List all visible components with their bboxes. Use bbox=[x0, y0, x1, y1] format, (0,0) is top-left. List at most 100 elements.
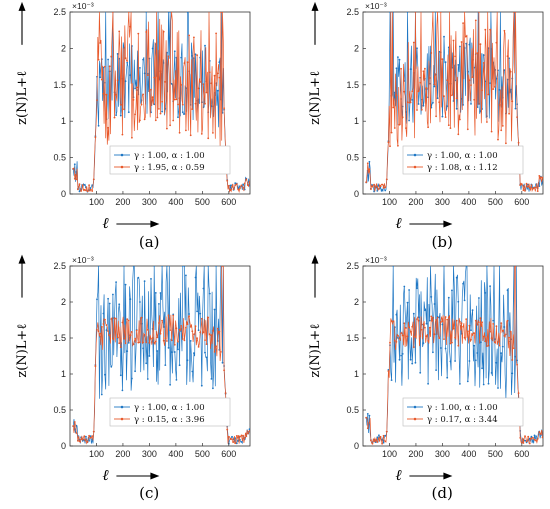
data-point bbox=[212, 330, 214, 332]
data-point bbox=[520, 183, 523, 186]
data-point bbox=[140, 316, 143, 319]
data-point bbox=[129, 298, 132, 300]
data-point bbox=[517, 141, 520, 144]
data-point bbox=[142, 58, 145, 61]
data-point bbox=[449, 127, 452, 129]
data-point bbox=[438, 101, 441, 104]
data-point bbox=[471, 309, 474, 311]
data-point bbox=[237, 188, 240, 191]
data-point bbox=[221, 361, 224, 364]
data-point bbox=[435, 319, 437, 321]
data-point bbox=[400, 67, 402, 70]
data-point bbox=[143, 118, 146, 121]
data-point bbox=[522, 442, 525, 444]
data-point bbox=[486, 266, 488, 267]
data-point bbox=[83, 435, 86, 438]
data-point bbox=[156, 336, 159, 339]
series-line-2 bbox=[366, 266, 543, 445]
data-point bbox=[409, 330, 412, 333]
data-point bbox=[200, 133, 203, 135]
data-point bbox=[210, 82, 213, 85]
data-point bbox=[527, 185, 530, 188]
data-point bbox=[405, 127, 407, 129]
data-point bbox=[519, 437, 522, 439]
data-point bbox=[175, 379, 178, 381]
data-point bbox=[134, 87, 137, 90]
data-point bbox=[126, 60, 129, 62]
data-point bbox=[231, 435, 233, 438]
data-point bbox=[210, 378, 213, 380]
data-point bbox=[137, 341, 140, 344]
data-point bbox=[115, 281, 117, 283]
data-point bbox=[449, 360, 452, 363]
data-point bbox=[371, 185, 374, 188]
data-point bbox=[158, 322, 160, 324]
data-point bbox=[218, 61, 221, 64]
x-tick-label: 300 bbox=[142, 197, 157, 207]
data-point bbox=[200, 317, 203, 320]
data-point bbox=[131, 331, 133, 333]
data-point bbox=[427, 340, 429, 342]
legend-entry-2: γ : 0.17, α : 3.44 bbox=[427, 415, 498, 425]
y-tick-label: 2 bbox=[354, 43, 359, 53]
data-point bbox=[232, 441, 235, 443]
data-point bbox=[455, 107, 458, 110]
data-point bbox=[196, 310, 199, 313]
data-point bbox=[143, 72, 146, 75]
data-point bbox=[110, 365, 113, 368]
data-point bbox=[116, 53, 119, 55]
data-point bbox=[205, 91, 208, 94]
chart-panel-4: 100 200 300 400 500 600 0 0.5 1 1.5 2 2.5 ×10⁻³ z(N)L… bbox=[308, 254, 544, 502]
data-point bbox=[424, 326, 426, 329]
y-multiplier: ×10⁻³ bbox=[72, 255, 94, 265]
data-point bbox=[460, 322, 463, 325]
data-point bbox=[436, 316, 439, 319]
data-point bbox=[514, 12, 517, 13]
data-point bbox=[393, 127, 396, 129]
data-point bbox=[387, 141, 390, 144]
data-point bbox=[424, 67, 426, 70]
data-point bbox=[94, 365, 97, 368]
data-point bbox=[484, 292, 487, 294]
data-point bbox=[511, 372, 514, 375]
data-point bbox=[514, 266, 517, 267]
data-point bbox=[536, 438, 539, 440]
data-point bbox=[207, 316, 210, 319]
data-point bbox=[378, 434, 380, 437]
data-point bbox=[194, 276, 197, 279]
data-point bbox=[527, 435, 530, 438]
data-point bbox=[170, 83, 173, 85]
data-point bbox=[411, 99, 414, 101]
data-point bbox=[197, 87, 200, 90]
data-point bbox=[495, 325, 498, 328]
data-point bbox=[468, 324, 471, 327]
x-tick-label: 100 bbox=[89, 197, 104, 207]
data-point bbox=[196, 54, 199, 57]
data-point bbox=[108, 302, 111, 305]
data-point bbox=[191, 370, 194, 373]
data-point bbox=[139, 67, 141, 69]
data-point bbox=[185, 129, 187, 132]
data-point bbox=[406, 301, 409, 304]
data-point bbox=[411, 362, 414, 365]
data-point bbox=[220, 351, 222, 353]
data-point bbox=[178, 364, 181, 367]
data-point bbox=[193, 352, 195, 354]
data-point bbox=[535, 439, 537, 442]
data-point bbox=[223, 107, 226, 110]
data-point bbox=[177, 340, 179, 343]
y-axis-label: z(N)L+ℓ bbox=[15, 71, 30, 125]
data-point bbox=[486, 121, 488, 123]
legend: γ : 1.00, α : 1.00 γ : 1.95, α : 0.59 bbox=[109, 145, 231, 175]
data-point bbox=[81, 440, 84, 442]
data-point bbox=[400, 332, 402, 335]
data-point bbox=[218, 76, 221, 79]
data-point bbox=[88, 434, 90, 437]
data-point bbox=[200, 384, 203, 387]
panel-label: (a) bbox=[139, 233, 160, 251]
data-point bbox=[370, 188, 372, 191]
data-point bbox=[412, 312, 415, 315]
data-point bbox=[530, 435, 533, 438]
data-point bbox=[216, 72, 219, 75]
data-point bbox=[164, 364, 167, 366]
